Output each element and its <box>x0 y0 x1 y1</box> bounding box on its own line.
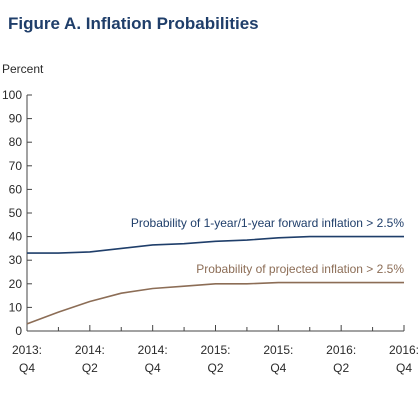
y-tick-label: 10 <box>9 300 23 314</box>
series-label-2: Probability of projected inflation > 2.5… <box>196 262 404 276</box>
x-tick-label-quarter: Q2 <box>82 361 98 375</box>
x-tick-label-year: 2014: <box>75 343 105 357</box>
x-tick-label: 2016: Q4 <box>389 343 419 375</box>
x-tick-label-year: 2016: <box>389 343 419 357</box>
y-tick-label: 90 <box>9 112 23 126</box>
y-tick-label: 50 <box>9 206 23 220</box>
y-tick-label: 80 <box>9 135 23 149</box>
y-tick-label: 60 <box>9 182 23 196</box>
y-tick-label: 70 <box>9 159 23 173</box>
chart-title: Figure A. Inflation Probabilities <box>8 14 259 33</box>
x-tick-label-quarter: Q4 <box>270 361 286 375</box>
series-line-1 <box>27 235 404 254</box>
series-label-1: Probability of 1-year/1-year forward inf… <box>131 216 404 230</box>
x-tick-label: 2015: Q2 <box>200 343 230 375</box>
x-tick-label-quarter: Q4 <box>396 361 412 375</box>
x-tick-label-quarter: Q4 <box>145 361 161 375</box>
x-tick-label: 2013: Q4 <box>12 343 42 375</box>
x-tick-label-year: 2013: <box>12 343 42 357</box>
x-tick-label-quarter: Q2 <box>207 361 223 375</box>
x-tick-label: 2014: Q2 <box>75 343 105 375</box>
x-tick-label-year: 2016: <box>326 343 356 357</box>
y-tick-label: 40 <box>9 230 23 244</box>
x-tick-label-quarter: Q2 <box>333 361 349 375</box>
x-tick-label: 2016: Q2 <box>326 343 356 375</box>
y-tick-label: 20 <box>9 277 23 291</box>
y-axis-unit-label: Percent <box>2 62 44 76</box>
y-tick-label: 100 <box>2 88 22 102</box>
x-tick-label-year: 2014: <box>138 343 168 357</box>
x-tick-label-year: 2015: <box>263 343 293 357</box>
x-tick-label-quarter: Q4 <box>19 361 35 375</box>
x-tick-label: 2014: Q4 <box>138 343 168 375</box>
y-tick-label: 0 <box>15 324 22 338</box>
x-tick-label: 2015: Q4 <box>263 343 293 375</box>
y-tick-label: 30 <box>9 253 23 267</box>
series-line-2 <box>26 281 404 325</box>
x-tick-label-year: 2015: <box>200 343 230 357</box>
